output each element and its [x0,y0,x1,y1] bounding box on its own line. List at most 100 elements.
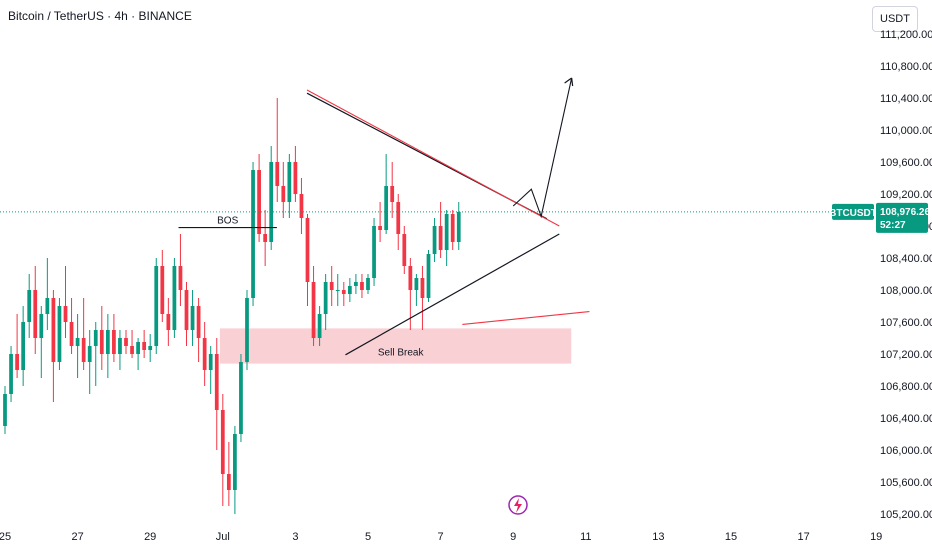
candle-body [33,290,38,338]
candle-body [366,278,370,290]
x-tick-label: 17 [797,531,809,543]
candle-body [287,162,292,202]
candles [3,98,461,514]
candle-body [396,202,401,234]
candle-body [323,282,328,314]
y-tick-label: 111,200.00 [880,29,932,41]
candle [414,274,419,306]
candle [317,306,322,346]
candle [299,178,304,234]
sell-break-zone-rect [219,328,572,364]
candle-body [420,278,425,298]
candle-body [233,434,237,490]
candle [281,162,286,218]
candle [208,346,213,394]
candle-body [93,330,98,346]
candle-body [99,330,104,354]
last-price-tag: BTCUSDT 108,976.26 52:27 [829,202,930,233]
candle [372,218,376,286]
candle-body [402,234,407,266]
candle-body [105,330,110,354]
candle [450,210,455,250]
price-tag-value: 108,976.26 [880,207,930,218]
x-tick-label: 13 [652,531,664,543]
candle-body [444,214,449,250]
candle-body [281,186,286,202]
candle [456,202,461,250]
candle-body [414,278,419,290]
candle [287,154,292,218]
candle-body [408,266,413,290]
triangle-lower-line [345,233,560,356]
tv-logo-icon[interactable] [508,495,528,515]
candle [63,266,68,338]
candle [105,314,110,378]
candle [81,298,86,370]
candle [124,330,128,354]
candle-body [63,306,68,322]
candle-body [263,234,268,242]
candle-body [21,322,26,370]
candle [354,274,358,294]
candle-body [148,346,153,350]
candle-body [335,290,340,291]
candle-body [220,410,225,474]
candle-body [450,214,455,242]
candle [226,442,231,506]
candle [245,290,249,370]
candle [15,314,19,378]
candle-body [257,170,261,234]
candle [202,322,207,386]
y-axis[interactable]: 105,200.00 105,600.00 106,000.00 106,400.00… [880,29,932,521]
drawings: BOS Sell Break [0,77,872,359]
candle [172,258,177,338]
candle-body [251,170,255,298]
symbol-tag-label: BTCUSDT [829,208,877,219]
candle-body [81,338,86,362]
candle-body [166,314,171,330]
candle [214,338,219,450]
candle [112,314,116,362]
x-axis[interactable]: 25 27 29 Jul 3 5 7 9 11 13 15 17 19 [0,531,882,543]
candle [178,234,183,306]
candle-body [57,306,62,362]
candle [257,154,261,242]
y-tick-label: 106,800.00 [880,381,932,393]
y-tick-label: 107,600.00 [880,317,932,329]
candle-body [390,186,395,202]
x-tick-label: 25 [0,531,11,543]
candle-body [15,354,19,370]
candle [378,202,382,242]
candle [323,274,328,330]
candle [329,266,334,306]
candle [196,298,201,362]
y-tick-label: 110,000.00 [880,125,932,137]
candle-body [372,226,376,278]
candle-body [184,290,189,330]
currency-unit-button[interactable]: USDT [872,6,918,32]
candle [87,330,92,394]
candle-body [136,342,140,354]
logo-circle [508,495,528,515]
candle [396,194,401,250]
candle [311,266,316,346]
candle [360,274,364,298]
candle-body [354,282,358,286]
y-tick-label: 109,600.00 [880,157,932,169]
candle [166,298,171,346]
candle-body [178,266,183,290]
symbol-tag [832,203,874,220]
x-tick-label: 7 [438,531,444,543]
y-tick-label: 110,400.00 [880,93,932,105]
candle-body [190,306,195,330]
x-tick-label: 3 [292,531,298,543]
candle [148,334,153,362]
price-tag-countdown: 52:27 [880,220,906,231]
arrow-head-icon [564,77,574,87]
candle [239,354,243,442]
candle-body [208,354,213,370]
candle [335,274,340,306]
y-tick-label: 106,000.00 [880,445,932,457]
sell-break-zone [219,328,572,364]
